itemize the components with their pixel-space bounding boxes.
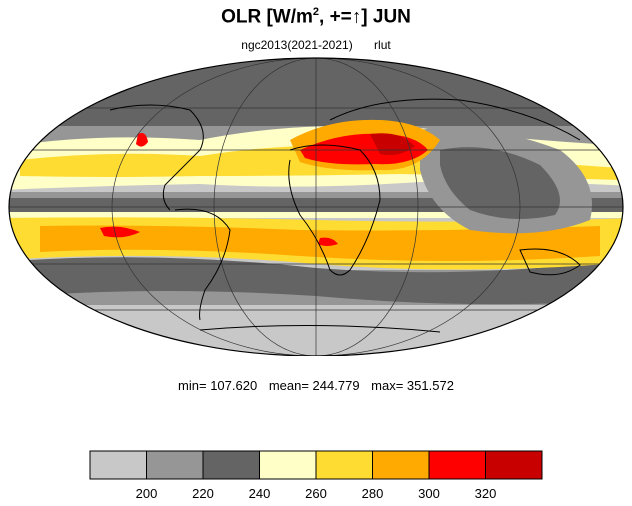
case-label: ngc2013(2021-2021) — [241, 38, 353, 52]
field-statistics: min= 107.620 mean= 244.779 max= 351.572 — [0, 378, 632, 393]
stat-max: max= 351.572 — [371, 378, 454, 393]
colorbar-tick-label: 260 — [305, 486, 327, 501]
variable-label: rlut — [374, 38, 391, 52]
colorbar-box — [202, 450, 260, 480]
colorbar-box — [485, 450, 543, 480]
colorbar-box — [428, 450, 486, 480]
colorbar-tick-label: 320 — [474, 486, 497, 501]
colorbar-tick-label: 200 — [135, 486, 158, 501]
map-border — [8, 57, 624, 356]
graticule — [9, 58, 623, 356]
colorbar-tick-label: 220 — [192, 486, 214, 501]
title-main: OLR [W/m — [221, 6, 313, 28]
colorbar-tick-label: 280 — [361, 486, 384, 501]
plot-title: OLR [W/m2, +=↑] JUN — [0, 6, 632, 28]
world-map — [8, 57, 624, 356]
stat-mean: mean= 244.779 — [268, 378, 360, 393]
colorbar-box — [315, 450, 373, 480]
title-rest: , +=↑] JUN — [319, 6, 411, 28]
colorbar-box — [146, 450, 204, 480]
colorbar-box — [259, 450, 317, 480]
plot-subtitle: ngc2013(2021-2021) rlut — [0, 38, 632, 52]
title-superscript: 2 — [312, 6, 320, 18]
olr-field — [9, 58, 623, 356]
colorbar — [89, 450, 543, 480]
colorbar-tick-label: 240 — [248, 486, 271, 501]
colorbar-tick-label: 300 — [418, 486, 440, 501]
coastlines — [109, 98, 581, 333]
stat-min: min= 107.620 — [178, 378, 258, 393]
colorbar-box — [372, 450, 430, 480]
colorbar-box — [89, 450, 147, 480]
